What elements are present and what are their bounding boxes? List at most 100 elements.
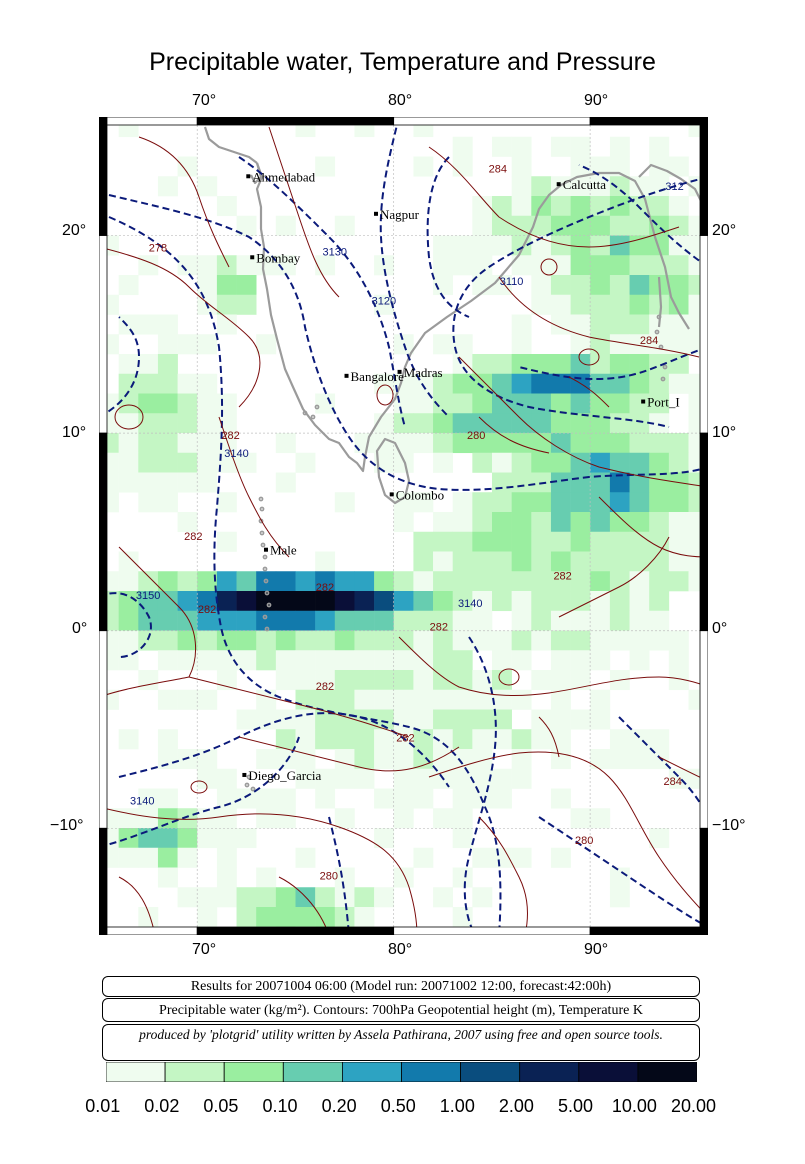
water-cell [511,314,532,335]
water-cell [452,650,473,671]
water-cell [629,354,650,375]
island-dot [302,410,308,416]
contour-label: 284 [489,163,507,175]
island-dot [310,414,316,420]
water-cell [433,551,453,572]
water-cell [177,373,198,394]
lat-tick-right-20: 20° [712,222,737,239]
water-cell [354,630,375,651]
water-cell [157,788,178,809]
water-cell [138,393,159,414]
contour-label: 3120 [372,296,396,308]
colorbar-label: 0.05 [203,1096,239,1116]
results-info-box: Results for 20071004 06:00 (Model run: 2… [102,976,700,997]
water-cell [275,472,296,493]
water-cell [138,907,159,928]
water-cell [118,275,139,296]
map-title: Precipitable water, Temperature and Pres… [149,48,656,76]
water-cell [472,512,493,533]
temperature-contour [458,356,708,488]
water-cell [354,571,375,592]
temperature-contour [99,246,261,408]
water-cell [609,156,630,177]
water-cell [629,452,650,473]
water-cell [452,136,473,157]
water-cell [492,729,512,750]
water-cell [511,235,532,256]
water-cell [197,413,218,434]
water-cell [295,709,316,730]
water-cell [315,887,336,908]
water-cell [177,433,198,454]
water-cell [472,373,493,394]
water-cell [452,591,473,612]
water-cell [492,235,512,256]
water-cell [511,768,532,789]
water-cell [629,650,650,671]
water-cell [511,689,532,710]
water-cell [315,156,336,177]
water-cell [118,571,139,592]
coastline-mainland [255,162,690,473]
island-dot [264,626,270,632]
water-cell [550,433,571,454]
water-cell [433,393,453,414]
water-cell [511,729,532,750]
water-cell [315,650,336,671]
water-cell [354,689,375,710]
water-cell [157,571,178,592]
water-cell [393,512,414,533]
water-cell [629,255,650,276]
water-cell [629,393,650,414]
city-label: Calcutta [563,177,607,192]
water-cell [492,512,512,533]
city-label: Diego_Garcia [248,768,321,783]
water-cell [197,610,218,631]
city-marker [641,399,646,404]
water-cell [649,591,670,612]
water-cell [138,847,159,868]
colorbar-swatch [637,1062,697,1082]
water-cell [550,373,571,394]
water-cell [452,373,473,394]
water-cell [236,907,257,928]
water-cell [570,393,591,414]
water-cell [354,433,375,454]
water-cell [216,393,237,414]
water-cell [629,433,650,454]
water-cell [609,393,630,414]
water-cell [550,413,571,434]
island-chains [244,314,668,792]
water-cell [118,433,139,454]
water-cell [609,196,630,217]
temperature-contour [478,416,550,454]
water-cell [236,788,257,809]
water-cell [550,610,571,631]
temperature-contour [498,276,700,358]
contour-label: 3110 [500,276,524,288]
water-cell [452,433,473,454]
water-cell [295,729,316,750]
lon-tick-top-70: 70° [192,92,217,109]
water-cell [649,235,670,256]
water-cell [649,255,670,276]
water-cell [315,630,336,651]
water-cell [590,294,611,315]
colorbar-swatch [282,1062,343,1082]
water-cell [197,393,218,414]
water-cell [511,492,532,513]
water-cell [295,650,316,671]
water-cell [550,749,571,770]
water-cell [275,729,296,750]
water-cell [472,591,493,612]
city-marker [389,492,394,497]
water-cell [492,689,512,710]
water-cell [629,294,650,315]
water-cell [354,670,375,691]
water-cell [334,670,355,691]
water-cell [177,393,198,414]
water-cell [413,630,434,651]
water-cell [609,433,630,454]
water-cell [629,413,650,434]
water-cell [393,630,414,651]
